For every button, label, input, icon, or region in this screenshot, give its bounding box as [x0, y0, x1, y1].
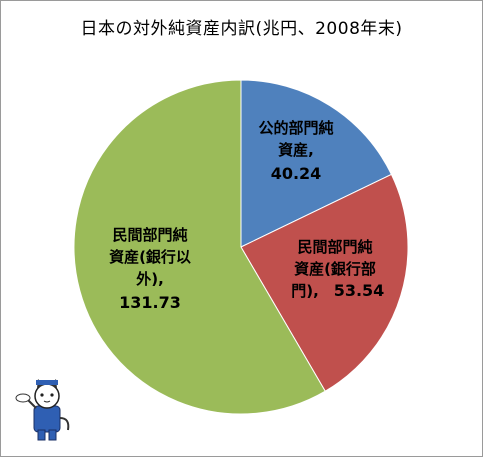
cat-mascot-icon [15, 379, 70, 441]
chart-title: 日本の対外純資産内訳(兆円、2008年末) [80, 19, 403, 39]
pie-slice-2 [73, 79, 326, 415]
slice-value-2: 131.73 [119, 293, 181, 312]
slice-label-1: 民間部門純資産(銀行部門), [291, 238, 376, 300]
pie-slice-0 [240, 79, 393, 248]
pie-slice-1 [240, 173, 409, 392]
slice-value-1: 53.54 [334, 281, 385, 300]
slice-label-0: 公的部門純資産, [258, 119, 333, 159]
slice-value-0: 40.24 [271, 164, 322, 183]
slice-label-2: 民間部門純資産(銀行以外), [109, 226, 191, 288]
slice-labels: 公的部門純資産, 40.24 民間部門純資産(銀行部門), 53.54 民間部門純資産(… [109, 119, 384, 312]
pie-slices [73, 79, 409, 415]
